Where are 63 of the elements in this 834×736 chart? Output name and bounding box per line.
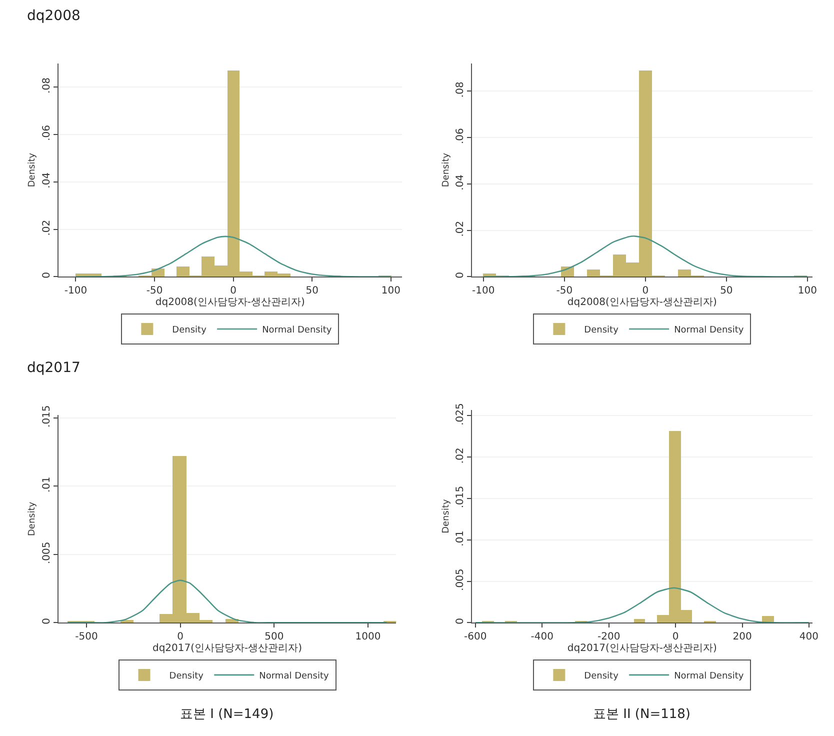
x-axis-title: dq2008(인사담당자-생산관리자): [155, 297, 306, 308]
y-tick-label: .08: [455, 82, 466, 98]
x-tick-label: -400: [530, 632, 554, 643]
y-tick-label: .04: [41, 172, 52, 188]
legend-label: Density: [584, 671, 620, 682]
line-series: [75, 236, 392, 277]
chart-title: dq2008: [27, 8, 80, 24]
x-tick-label: -100: [472, 286, 495, 297]
x-axis-title: dq2017(인사담당자-생산관리자): [152, 643, 302, 654]
legend-label: Normal Density: [674, 326, 744, 336]
x-tick-label: 0: [177, 632, 184, 643]
x-tick-label: 0: [230, 286, 237, 297]
y-tick-label: .02: [41, 220, 52, 236]
y-axis-title: Density: [28, 152, 38, 188]
y-tick-label: .025: [455, 403, 466, 426]
x-tick-label: -50: [556, 286, 573, 297]
line-series: [474, 587, 810, 623]
x-tick-label: 50: [306, 286, 319, 297]
x-tick-label: 200: [732, 632, 752, 643]
y-tick-label: .015: [41, 405, 52, 428]
line-series: [482, 235, 808, 277]
chart-title: dq2017: [27, 360, 80, 376]
legend-label: Density: [172, 326, 208, 336]
y-tick-label: .015: [455, 486, 466, 508]
y-tick-label: .06: [455, 128, 466, 144]
x-tick-label: 100: [381, 286, 400, 297]
x-tick-label: 100: [798, 286, 817, 297]
y-tick-label: 0: [41, 272, 52, 278]
y-tick-label: 0: [455, 618, 466, 624]
y-tick-label: 0: [41, 618, 52, 624]
x-axis-title: dq2008(인사담당자-생산관리자): [567, 297, 718, 308]
text: 표본 II (N=118): [593, 707, 691, 722]
x-tick-label: -500: [75, 632, 98, 643]
y-tick-label: .06: [41, 124, 52, 141]
x-tick-label: -200: [597, 632, 620, 643]
legend-label: Density: [169, 671, 204, 682]
x-tick-label: 50: [720, 286, 733, 297]
legend-label: Normal Density: [259, 671, 330, 682]
y-tick-label: .04: [455, 174, 466, 190]
x-tick-label: 400: [799, 632, 819, 643]
y-tick-label: .08: [41, 78, 52, 94]
x-tick-label: -100: [64, 286, 88, 297]
x-tick-label: -600: [464, 632, 487, 643]
x-tick-label: 0: [672, 632, 679, 643]
text: 표본 I (N=149): [180, 707, 274, 722]
y-tick-label: .01: [41, 476, 52, 493]
x-tick-label: 0: [642, 286, 649, 297]
y-axis-title: Density: [441, 498, 452, 534]
x-tick-label: -50: [146, 286, 163, 297]
legend-label: Normal Density: [674, 671, 744, 682]
y-axis-title: Density: [441, 152, 452, 188]
y-tick-label: 0: [455, 272, 466, 278]
x-tick-label: 500: [264, 632, 284, 643]
y-axis-title: Density: [28, 501, 38, 536]
legend-label: Density: [584, 326, 620, 336]
legend-label: Normal Density: [262, 326, 332, 336]
y-tick-label: .005: [41, 542, 52, 564]
y-tick-label: .01: [455, 530, 466, 546]
x-axis-title: dq2017(인사담당자-생산관리자): [567, 643, 718, 654]
y-tick-label: .02: [455, 220, 466, 237]
y-tick-label: .02: [455, 448, 466, 464]
x-tick-label: 1000: [355, 632, 381, 643]
y-tick-label: .005: [455, 568, 466, 591]
